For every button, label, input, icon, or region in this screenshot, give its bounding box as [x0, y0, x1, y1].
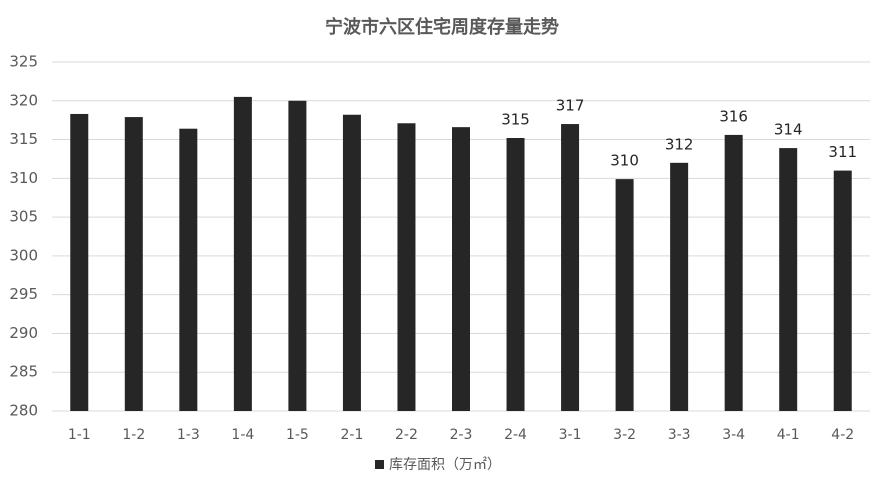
bar [70, 113, 89, 411]
bar [833, 170, 852, 411]
y-tick-label: 300 [9, 246, 38, 264]
bar [561, 124, 580, 412]
x-tick-label: 4-2 [831, 427, 854, 443]
data-label: 312 [665, 135, 694, 153]
bar [288, 100, 307, 412]
bar [397, 123, 416, 411]
y-tick-label: 285 [9, 363, 38, 381]
legend-swatch [375, 460, 384, 469]
x-tick-label: 2-2 [395, 427, 418, 443]
y-tick-label: 295 [9, 285, 38, 303]
bar [342, 114, 361, 411]
y-tick-label: 325 [9, 53, 38, 71]
x-tick-label: 1-5 [286, 427, 309, 443]
bar [670, 162, 689, 411]
x-tick-label: 1-2 [122, 427, 145, 443]
y-tick-label: 320 [9, 91, 38, 109]
bar [233, 96, 252, 412]
y-tick-label: 280 [9, 402, 38, 420]
x-tick-label: 3-4 [722, 427, 745, 443]
data-label: 310 [610, 152, 639, 170]
data-label: 316 [719, 107, 748, 125]
data-label: 314 [774, 121, 803, 139]
bar [452, 127, 470, 411]
bar [124, 117, 143, 411]
x-tick-label: 1-4 [231, 427, 254, 443]
x-tick-label: 3-3 [668, 427, 691, 443]
x-tick-label: 3-1 [559, 427, 582, 443]
x-tick-label: 1-1 [68, 427, 91, 443]
bar [724, 134, 743, 411]
data-label: 315 [501, 111, 530, 129]
x-tick-label: 1-3 [177, 427, 200, 443]
x-tick-label: 2-4 [504, 427, 527, 443]
x-tick-label: 2-1 [340, 427, 363, 443]
y-tick-label: 305 [9, 208, 38, 226]
bar [779, 148, 798, 411]
x-tick-label: 3-2 [613, 427, 636, 443]
bar [179, 128, 198, 411]
bar [506, 138, 525, 411]
bar [615, 179, 634, 411]
y-tick-label: 315 [9, 130, 38, 148]
data-label: 311 [828, 143, 857, 161]
y-tick-label: 290 [9, 324, 38, 342]
y-tick-label: 310 [9, 169, 38, 187]
x-tick-label: 2-3 [450, 427, 473, 443]
x-tick-label: 4-1 [777, 427, 800, 443]
legend-label: 库存面积（万㎡） [389, 457, 501, 473]
data-label: 317 [556, 97, 585, 115]
chart-title: 宁波市六区住宅周度存量走势 [325, 16, 559, 38]
